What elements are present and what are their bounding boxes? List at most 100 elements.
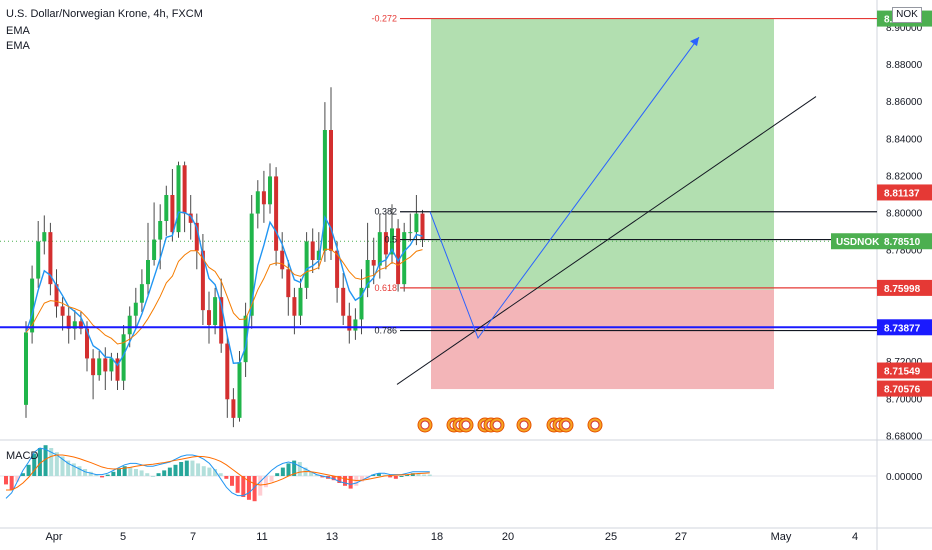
candle[interactable] (420, 213, 425, 240)
candle[interactable] (396, 228, 401, 285)
candle[interactable] (133, 302, 138, 316)
candle[interactable] (60, 306, 65, 316)
candle[interactable] (268, 176, 272, 205)
candle[interactable] (115, 358, 120, 381)
macd-histogram-bar (173, 464, 178, 476)
ema-legend-1[interactable]: EMA (6, 25, 30, 37)
candle[interactable] (103, 358, 108, 372)
macd-histogram-bar (399, 476, 404, 477)
candle[interactable] (109, 358, 114, 372)
candle[interactable] (261, 191, 266, 205)
candle[interactable] (30, 278, 35, 333)
projection-path[interactable] (429, 36, 700, 340)
candle[interactable] (78, 321, 83, 329)
candle[interactable] (231, 399, 236, 418)
price-axis-tick: 8.88000 (886, 60, 923, 71)
candle[interactable] (408, 232, 413, 234)
candle[interactable] (213, 297, 218, 325)
candle[interactable] (377, 232, 382, 266)
candle[interactable] (310, 241, 315, 260)
candle[interactable] (158, 221, 163, 240)
candle[interactable] (152, 239, 157, 260)
candle[interactable] (347, 315, 352, 331)
stop-zone[interactable] (431, 289, 774, 390)
candle[interactable] (298, 287, 303, 316)
candle[interactable] (353, 319, 358, 331)
candle[interactable] (54, 284, 59, 307)
currency-badge[interactable]: NOK (892, 7, 922, 23)
candle[interactable] (322, 130, 327, 251)
target-zone[interactable] (431, 18, 774, 290)
trendline[interactable] (396, 96, 817, 385)
candle[interactable] (365, 260, 370, 288)
candle[interactable] (127, 315, 132, 335)
candle[interactable] (121, 334, 126, 381)
candle[interactable] (390, 228, 394, 255)
candle[interactable] (139, 284, 144, 303)
candle[interactable] (249, 213, 254, 316)
candle[interactable] (286, 269, 291, 298)
macd-histogram-bar (337, 476, 342, 483)
ema-legend-2[interactable]: EMA (6, 40, 30, 52)
candle[interactable] (280, 250, 285, 270)
candle[interactable] (225, 343, 230, 400)
candle[interactable] (36, 241, 41, 279)
fib-level-label: 0.618 (374, 283, 397, 293)
price-label-badge[interactable] (877, 380, 932, 397)
candle[interactable] (66, 315, 71, 329)
event-flag-icon (590, 420, 600, 430)
candle[interactable] (383, 232, 388, 255)
candle[interactable] (237, 362, 242, 418)
candle[interactable] (176, 165, 181, 233)
price-label-badge[interactable] (877, 184, 932, 201)
candle[interactable] (91, 358, 96, 376)
candle[interactable] (414, 213, 419, 233)
candle[interactable] (341, 287, 346, 316)
macd-histogram-bar (263, 476, 268, 488)
price-label-badge[interactable] (877, 362, 932, 379)
candle[interactable] (182, 165, 187, 214)
candle[interactable] (219, 297, 224, 344)
macd-histogram-bar (100, 476, 105, 478)
candle[interactable] (329, 130, 333, 251)
candle[interactable] (146, 260, 150, 285)
candle[interactable] (243, 315, 248, 363)
candle[interactable] (72, 321, 77, 329)
candle[interactable] (188, 213, 193, 223)
macd-histogram-bar (320, 476, 325, 478)
price-label-badge[interactable] (877, 279, 932, 296)
candle[interactable] (274, 176, 279, 251)
candle[interactable] (371, 260, 376, 266)
candle[interactable] (164, 195, 169, 221)
candle[interactable] (170, 195, 175, 233)
candle[interactable] (359, 287, 364, 320)
candle[interactable] (194, 222, 199, 251)
candle[interactable] (292, 297, 297, 316)
macd-histogram-bar (269, 476, 274, 482)
candle[interactable] (85, 328, 89, 359)
candle[interactable] (97, 358, 102, 376)
macd-histogram-bar (388, 476, 393, 478)
macd-histogram-bar (43, 445, 48, 476)
macd-histogram-bar (258, 476, 263, 496)
macd-histogram-bar (167, 467, 172, 476)
candle[interactable] (200, 250, 205, 311)
candle[interactable] (48, 232, 53, 285)
price-label-badge[interactable] (877, 319, 932, 336)
symbol-label-badge[interactable] (831, 233, 877, 250)
candle[interactable] (304, 241, 309, 288)
chart-title: U.S. Dollar/Norwegian Krone, 4h, FXCM (6, 8, 203, 20)
candle[interactable] (24, 332, 28, 405)
candle[interactable] (255, 191, 260, 214)
candle[interactable] (207, 310, 211, 325)
macd-histogram-bar (230, 476, 234, 486)
macd-histogram-bar (145, 473, 150, 476)
event-flag-icon (519, 420, 529, 430)
candle[interactable] (316, 250, 321, 260)
candle[interactable] (402, 232, 407, 285)
price-label-badge[interactable] (877, 233, 932, 250)
candle[interactable] (335, 250, 340, 288)
macd-histogram-bar (117, 469, 121, 476)
candle[interactable] (42, 232, 47, 242)
